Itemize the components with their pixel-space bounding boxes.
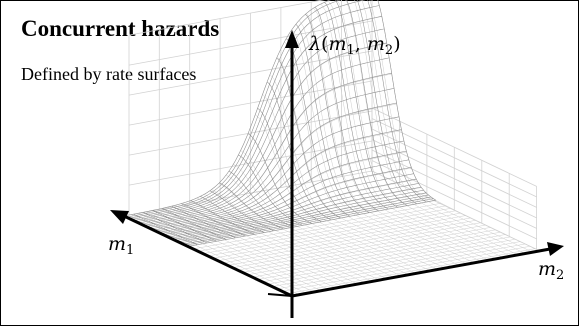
mesh-line: [148, 103, 397, 228]
mesh-line: [198, 205, 447, 252]
mesh-line: [367, 0, 427, 203]
mesh-line: [128, 0, 325, 36]
mesh-line: [143, 73, 392, 226]
mesh-line: [131, 5, 380, 220]
mesh-line: [335, 0, 398, 208]
mesh-line: [126, 0, 342, 218]
mesh-line: [298, 20, 468, 265]
m2-axis-line: [291, 247, 551, 298]
figure-subtitle: Defined by rate surfaces: [21, 64, 197, 84]
mesh-line: [148, 102, 397, 228]
lambda-axis-label: λ(m1, m2): [308, 33, 401, 58]
mesh-line: [306, 13, 475, 264]
mesh-line: [153, 129, 402, 231]
mesh-line: [143, 72, 392, 226]
m2-axis-arrowhead: [547, 242, 564, 256]
mesh-line: [211, 189, 380, 281]
mesh-line: [269, 74, 439, 270]
mesh-line: [276, 57, 341, 219]
figure-title: Concurrent hazards: [21, 16, 220, 41]
mesh-line: [345, 0, 511, 257]
mesh-line: [369, 0, 533, 253]
m1-axis-label: m1: [108, 233, 134, 258]
m1-axis-arrowhead: [110, 210, 129, 224]
mesh-line: [123, 0, 331, 217]
mesh-line: [266, 81, 332, 221]
floor-mesh: [123, 0, 541, 297]
mesh-line: [327, 0, 497, 260]
mesh-line: [361, 0, 526, 254]
mesh-line: [305, 14, 370, 213]
mesh-line: [150, 116, 400, 230]
mesh-line: [320, 3, 490, 261]
mesh-line: [357, 0, 417, 204]
mesh-line: [284, 41, 453, 268]
mesh-line: [324, 2, 389, 210]
origin-tick: [267, 293, 293, 297]
mesh-line: [133, 15, 382, 221]
mesh-line: [193, 202, 442, 250]
mesh-line: [141, 57, 390, 225]
mesh-line: [155, 140, 404, 232]
m1-axis-line: [123, 214, 293, 298]
mesh-line: [353, 0, 519, 256]
mesh-line: [257, 108, 322, 222]
mesh-line: [203, 208, 452, 254]
mesh-line: [295, 24, 360, 215]
mesh-line: [336, 0, 504, 258]
mesh-line: [346, 0, 408, 206]
mesh-line: [138, 42, 387, 224]
mesh-line: [128, 0, 366, 219]
m2-axis-label: m2: [538, 258, 564, 283]
mesh-line: [277, 56, 446, 269]
mesh-line: [313, 7, 482, 262]
mesh-line: [377, 0, 436, 201]
mesh-line: [314, 7, 379, 212]
lambda-axis-arrowhead: [285, 30, 299, 48]
mesh-line: [255, 114, 424, 273]
mesh-line: [291, 29, 460, 266]
mesh-line: [247, 133, 312, 224]
axes: [110, 30, 564, 318]
mesh-line: [286, 38, 351, 217]
mesh-line: [146, 88, 395, 227]
mesh-line: [136, 28, 385, 223]
rate-surface-mesh: [123, 0, 436, 247]
